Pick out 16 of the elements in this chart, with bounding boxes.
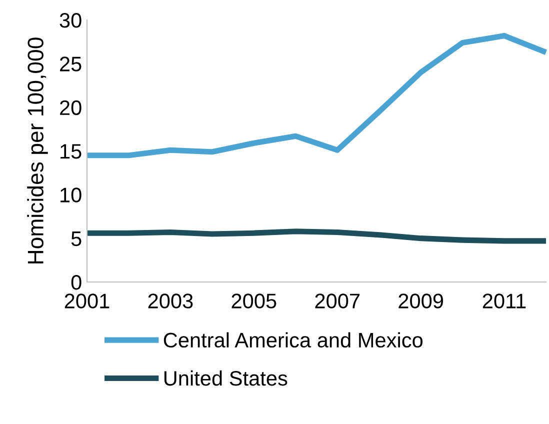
x-tick-label: 2001 <box>64 294 110 308</box>
y-axis-title: Homicides per 100,000 <box>27 38 48 264</box>
y-tick-label: 0 <box>71 275 82 290</box>
y-tick-label: 15 <box>60 144 82 159</box>
y-tick-label: 30 <box>60 13 82 28</box>
x-tick-label: 2007 <box>315 294 360 308</box>
y-tick-label: 10 <box>60 188 82 202</box>
x-tick-label: 2003 <box>148 294 193 308</box>
x-tick-label: 2011 <box>482 294 526 308</box>
x-tick-label: 2009 <box>398 294 444 308</box>
legend-label: United States <box>164 370 288 386</box>
legend-label: Central America and Mexico <box>164 332 423 348</box>
y-tick-label: 5 <box>71 232 82 246</box>
y-tick-label: 20 <box>60 100 82 116</box>
x-tick-label: 2005 <box>232 294 276 308</box>
y-tick-label: 25 <box>60 56 82 72</box>
